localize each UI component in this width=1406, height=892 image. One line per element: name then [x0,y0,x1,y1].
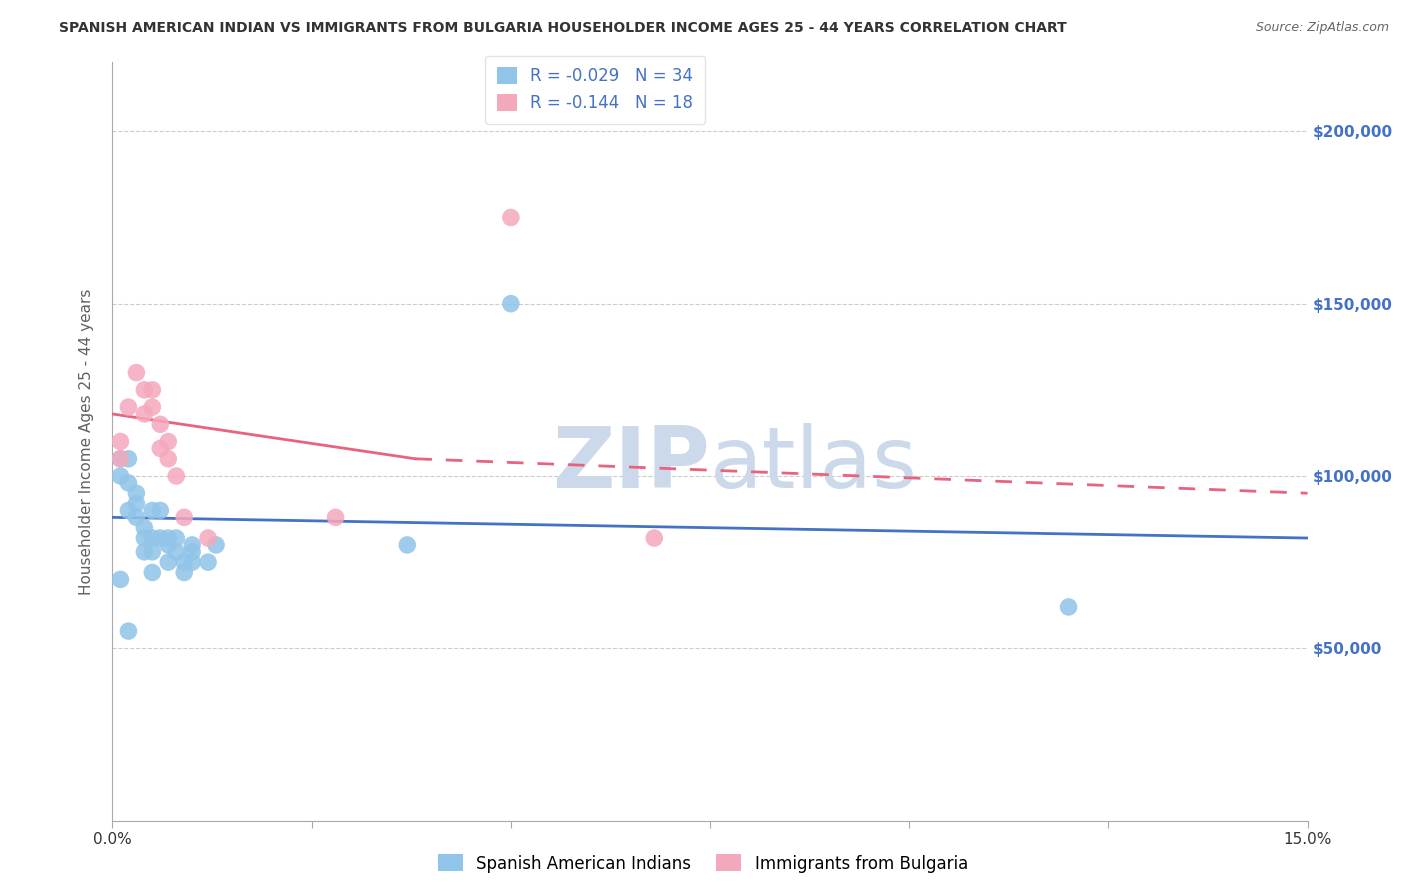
Point [117,624,139,639]
Point [499,296,522,310]
Point [125,486,148,500]
Point [117,451,139,466]
Point [125,510,148,524]
Point [205,538,228,552]
Point [110,469,132,483]
Point [157,531,180,545]
Point [325,510,347,524]
Point [134,407,156,421]
Point [181,538,204,552]
Point [157,434,180,449]
Point [157,555,180,569]
Point [165,531,187,545]
Point [643,531,665,545]
Legend: R = -0.029   N = 34, R = -0.144   N = 18: R = -0.029 N = 34, R = -0.144 N = 18 [485,55,704,124]
Point [117,475,139,490]
Point [141,531,163,545]
Point [149,417,172,432]
Point [149,531,172,545]
Point [141,566,163,580]
Point [141,400,163,414]
Point [173,510,195,524]
Point [110,573,132,587]
Point [396,538,419,552]
Y-axis label: Householder Income Ages 25 - 44 years: Householder Income Ages 25 - 44 years [79,288,94,595]
Point [157,538,180,552]
Point [134,383,156,397]
Point [117,503,139,517]
Point [110,451,132,466]
Point [117,400,139,414]
Point [149,442,172,456]
Point [1057,599,1080,614]
Text: Source: ZipAtlas.com: Source: ZipAtlas.com [1256,21,1389,34]
Point [165,545,187,559]
Point [110,434,132,449]
Point [197,555,219,569]
Point [141,503,163,517]
Point [141,545,163,559]
Point [165,469,187,483]
Point [125,366,148,380]
Text: ZIP: ZIP [553,423,710,506]
Point [181,555,204,569]
Point [141,383,163,397]
Point [197,531,219,545]
Legend: Spanish American Indians, Immigrants from Bulgaria: Spanish American Indians, Immigrants fro… [432,847,974,880]
Point [173,555,195,569]
Point [181,545,204,559]
Point [149,503,172,517]
Point [134,521,156,535]
Text: SPANISH AMERICAN INDIAN VS IMMIGRANTS FROM BULGARIA HOUSEHOLDER INCOME AGES 25 -: SPANISH AMERICAN INDIAN VS IMMIGRANTS FR… [59,21,1066,35]
Point [173,566,195,580]
Point [125,497,148,511]
Text: atlas: atlas [710,423,918,506]
Point [134,531,156,545]
Point [157,451,180,466]
Point [499,211,522,225]
Point [110,451,132,466]
Point [134,545,156,559]
